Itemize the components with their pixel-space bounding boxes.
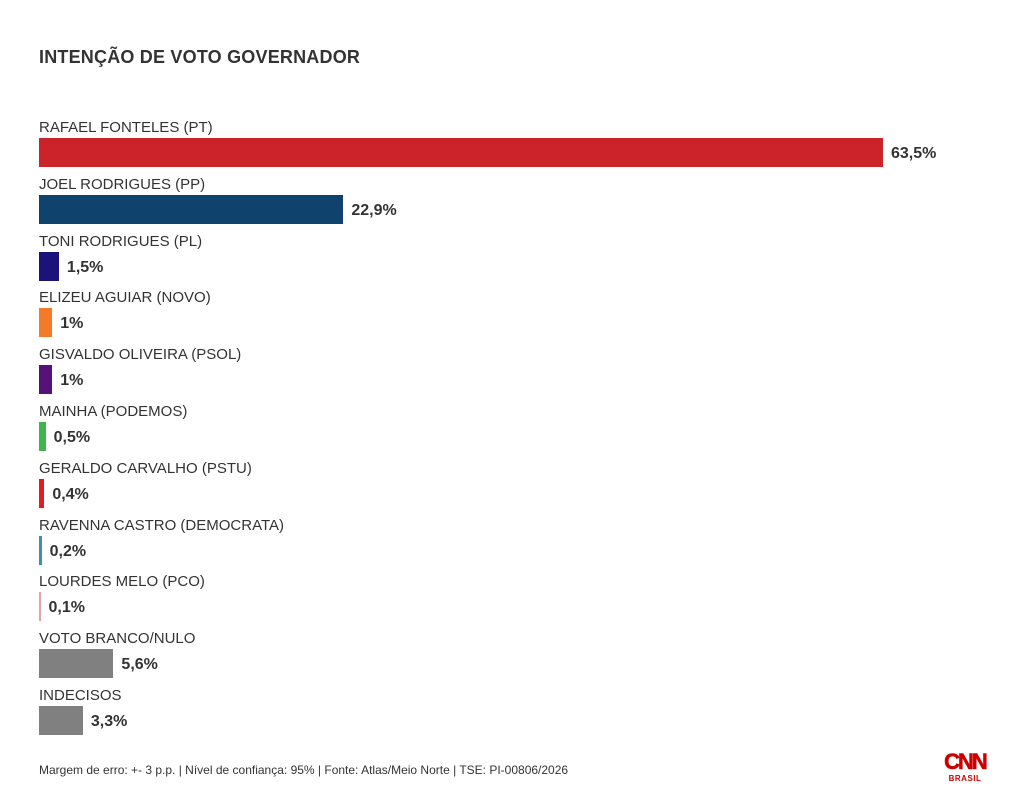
bar — [39, 308, 53, 338]
category-label: RAFAEL FONTELES (PT) — [39, 119, 213, 136]
value-label: 63,5% — [891, 145, 937, 162]
value-label: 3,3% — [90, 712, 128, 730]
chart-row: RAFAEL FONTELES (PT) 63,5% — [39, 119, 999, 176]
bar — [39, 194, 344, 224]
category-label: RAVENNA CASTRO (DEMOCRATA) — [39, 516, 285, 534]
category-label: ELIZEU AGUIAR (NOVO) — [39, 289, 211, 307]
category-label: JOEL RODRIGUES (PP) — [39, 175, 206, 193]
chart-footer-note: Margem de erro: +- 3 p.p. | Nível de con… — [39, 763, 569, 777]
bar — [39, 649, 114, 679]
chart-row: INDECISOS 3,3% — [39, 687, 999, 744]
value-label: 0,4% — [52, 485, 89, 503]
value-label: 0,2% — [49, 542, 87, 560]
bar — [39, 138, 883, 167]
category-label: INDECISOS — [39, 686, 122, 704]
bar — [39, 535, 42, 565]
chart-row: MAINHA (PODEMOS) 0,5% — [39, 403, 999, 460]
value-label: 0,5% — [53, 428, 91, 446]
cnn-brasil-logo: CNN BRASIL — [939, 749, 991, 785]
bar-chart: RAFAEL FONTELES (PT) 63,5% JOEL RODRIGUES … — [39, 119, 999, 744]
category-label: VOTO BRANCO/NULO — [39, 630, 196, 648]
value-label: 0,1% — [48, 599, 85, 617]
value-label: 22,9% — [351, 201, 397, 219]
category-label: GISVALDO OLIVEIRA (PSOL) — [39, 346, 242, 364]
bar — [39, 421, 46, 451]
category-label: LOURDES MELO (PCO) — [39, 573, 205, 591]
chart-row: RAVENNA CASTRO (DEMOCRATA) 0,2% — [39, 517, 999, 574]
chart-row: JOEL RODRIGUES (PP) 22,9% — [39, 176, 999, 233]
value-label: 1% — [60, 372, 84, 390]
chart-row: GISVALDO OLIVEIRA (PSOL) 1% — [39, 346, 999, 403]
bar — [39, 251, 59, 281]
chart-title: INTENÇÃO DE VOTO GOVERNADOR — [39, 47, 361, 67]
bar — [39, 478, 45, 508]
bar — [39, 365, 53, 395]
value-label: 5,6% — [121, 656, 158, 674]
chart-row: TONI RODRIGUES (PL) 1,5% — [39, 233, 999, 290]
logo-mark: CNN — [944, 749, 988, 774]
chart-row: ELIZEU AGUIAR (NOVO) 1% — [39, 289, 999, 346]
value-label: 1,5% — [66, 258, 104, 276]
category-label: GERALDO CARVALHO (PSTU) — [39, 459, 252, 477]
bar — [39, 705, 83, 735]
chart-row: GERALDO CARVALHO (PSTU) 0,4% — [39, 460, 999, 517]
value-label: 1% — [60, 315, 84, 333]
category-label: MAINHA (PODEMOS) — [39, 402, 188, 420]
chart-row: LOURDES MELO (PCO) 0,1% — [39, 573, 999, 630]
logo-subtitle: BRASIL — [948, 774, 982, 783]
bar — [39, 592, 41, 622]
category-label: TONI RODRIGUES (PL) — [39, 232, 203, 250]
chart-row: VOTO BRANCO/NULO 5,6% — [39, 630, 999, 687]
